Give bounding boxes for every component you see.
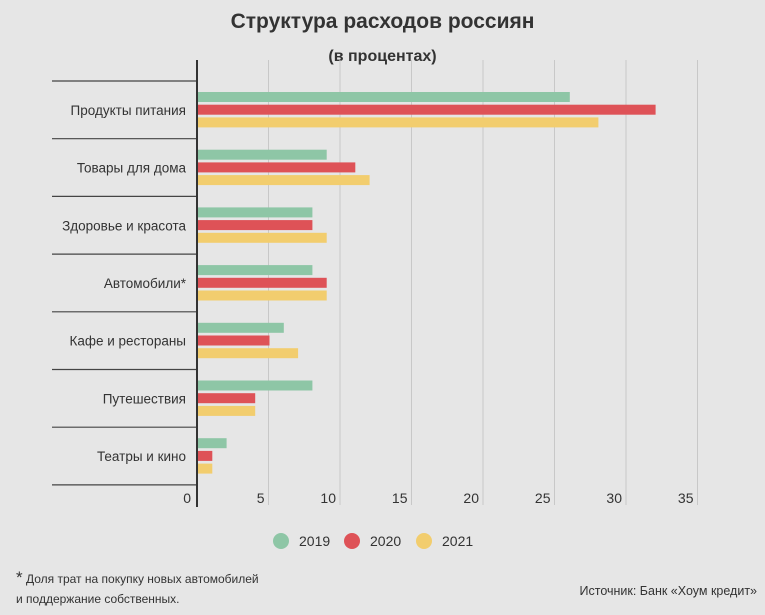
category-label: Путешествия: [103, 391, 186, 406]
legend-item-2020: 2020: [344, 533, 401, 549]
legend-swatch: [344, 533, 360, 549]
legend-swatch: [416, 533, 432, 549]
chart-title: Структура расходов россиян: [230, 10, 535, 33]
category-label: Театры и кино: [97, 449, 186, 464]
category-label: Кафе и рестораны: [69, 334, 186, 349]
category-label: Товары для дома: [77, 161, 187, 176]
bar-2020: [198, 393, 256, 404]
bar-2019: [198, 322, 284, 333]
chart-subtitle: (в процентах): [328, 48, 437, 65]
x-tick-label: 10: [320, 490, 336, 506]
bar-2021: [198, 175, 370, 186]
bar-2021: [198, 348, 299, 359]
x-tick-label: 25: [535, 490, 551, 506]
bar-2021: [198, 232, 327, 243]
bar-2019: [198, 265, 313, 276]
source: Источник: Банк «Хоум кредит»: [579, 584, 758, 598]
bar-2021: [198, 463, 213, 474]
bar-2019: [198, 380, 313, 391]
category-label: Автомобили*: [104, 276, 187, 291]
footnote: * Доля трат на покупку новых автомобилей…: [16, 568, 259, 609]
bar-2019: [198, 438, 227, 449]
bar-2019: [198, 92, 570, 102]
bar-2020: [198, 162, 356, 173]
x-tick-label: 20: [463, 490, 479, 506]
bar-2021: [198, 117, 599, 128]
x-tick-label: 30: [606, 490, 622, 506]
bar-2021: [198, 405, 256, 416]
footnote-line2: и поддержание собственных.: [16, 592, 180, 606]
footnote-line1: Доля трат на покупку новых автомобилей: [25, 572, 259, 586]
x-tick-label: 5: [257, 490, 265, 506]
footnote-star: *: [16, 568, 23, 587]
bar-2021: [198, 290, 327, 301]
bar-2020: [198, 450, 213, 461]
x-tick-label: 15: [392, 490, 408, 506]
x-tick-label: 35: [678, 490, 694, 506]
bar-2019: [198, 149, 327, 160]
bar-2020: [198, 277, 327, 288]
category-label: Здоровье и красота: [62, 218, 186, 233]
bar-2019: [198, 207, 313, 218]
category-label: Продукты питания: [71, 103, 186, 118]
legend-item-2019: 2019: [273, 533, 330, 549]
legend-label: 2019: [299, 533, 331, 549]
bar-2020: [198, 335, 270, 346]
bar-2020: [198, 220, 313, 231]
bar-2020: [198, 104, 656, 115]
legend-swatch: [273, 533, 289, 549]
legend-item-2021: 2021: [416, 533, 473, 549]
legend-label: 2020: [370, 533, 402, 549]
x-tick-label: 0: [183, 490, 191, 506]
legend-label: 2021: [442, 533, 474, 549]
